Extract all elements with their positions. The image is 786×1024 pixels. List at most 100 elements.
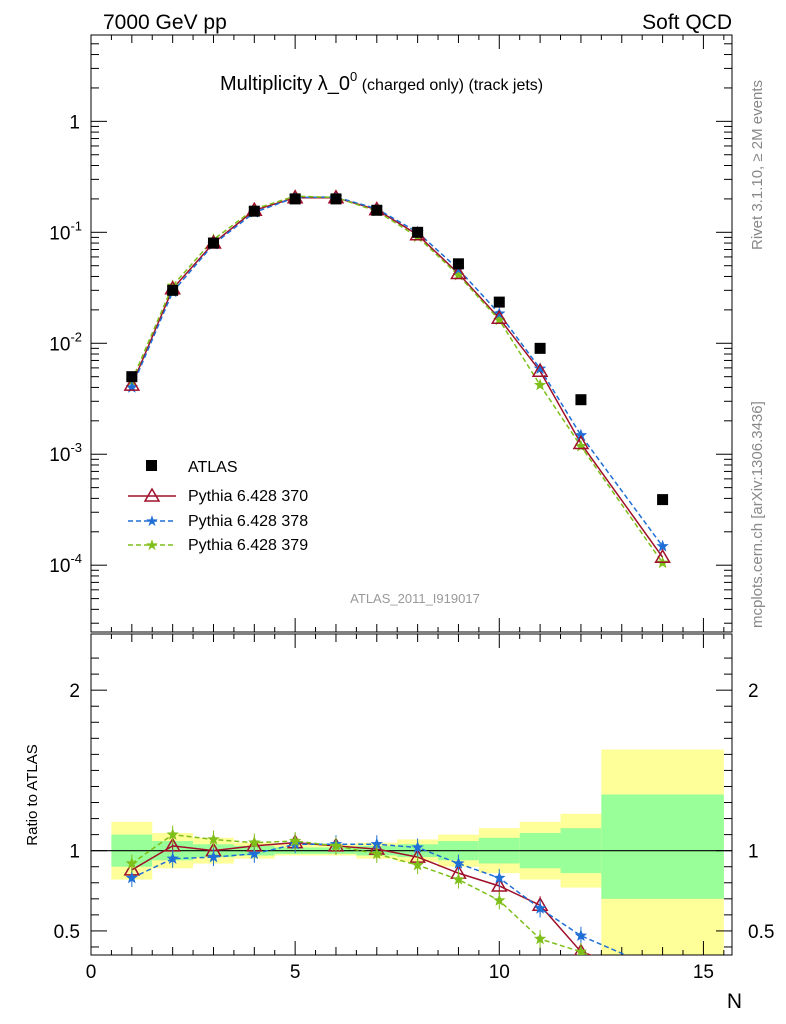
- ratio-p379-point: [411, 858, 424, 871]
- y-tick-label-exp: -2: [70, 329, 82, 344]
- y-tick-label-right: 2: [748, 681, 759, 702]
- plot-title-main: Multiplicity λ_0: [220, 73, 350, 95]
- legend-378-label: Pythia 6.428 378: [188, 513, 308, 530]
- ratio-p379-point: [329, 839, 343, 852]
- plot-title-sub: (charged only) (track jets): [357, 77, 543, 94]
- y-tick-label-exp: -1: [70, 218, 82, 233]
- y-tick-label: 0.5: [54, 922, 80, 943]
- header-left: 7000 GeV pp: [103, 11, 227, 34]
- series-line: [131, 195, 664, 564]
- y-tick-label: 10-2: [49, 329, 82, 355]
- p370-point: [572, 434, 590, 450]
- p379-point: [574, 439, 588, 452]
- legend-379-label: Pythia 6.428 379: [188, 537, 308, 554]
- y-tick-label-base: 10: [49, 223, 70, 244]
- p378-point: [493, 307, 506, 319]
- header-right: Soft QCD: [642, 11, 732, 34]
- atlas-point: [371, 204, 383, 216]
- ratio-p379-point: [533, 932, 547, 945]
- ratio-p379-point: [248, 836, 261, 848]
- p379-point: [533, 378, 547, 391]
- band-inner: [601, 794, 724, 899]
- atlas-point: [289, 193, 301, 205]
- p370-point: [654, 548, 671, 563]
- y-tick-label: 2: [69, 681, 80, 702]
- legend-378-marker: ★: [145, 513, 158, 530]
- ratio-p379-point: [125, 857, 138, 869]
- ratio-p379-point: [574, 945, 588, 955]
- p379-point: [452, 268, 465, 281]
- x-tick-label: 10: [489, 962, 510, 983]
- ratio-p379-point: [452, 873, 465, 885]
- ratio-p379-point: [289, 834, 302, 847]
- y-tick-label: 1: [69, 842, 80, 863]
- ratio-p370-point: [490, 877, 508, 892]
- p378-point: [533, 362, 547, 374]
- atlas-point: [575, 394, 587, 406]
- p370-point: [531, 362, 549, 377]
- x-tick-label: 15: [693, 962, 714, 983]
- legend-370-marker: [143, 487, 161, 502]
- side-label-top: Rivet 3.1.10, ≥ 2M events: [749, 80, 766, 250]
- p378-point: [574, 428, 588, 441]
- x-tick-label: 5: [290, 962, 301, 983]
- ratio-y-label: Ratio to ATLAS: [24, 744, 41, 845]
- p378-point: [656, 539, 669, 552]
- y-tick-label-right: 1: [748, 842, 759, 863]
- y-tick-label-right: 0.5: [748, 922, 774, 943]
- atlas-point: [207, 237, 219, 249]
- ratio-p379-point: [207, 832, 220, 845]
- y-tick-label-exp: -4: [70, 551, 82, 566]
- analysis-label: ATLAS_2011_I919017: [350, 591, 480, 606]
- ratio-p378-point: [411, 841, 424, 853]
- x-axis-label: N: [727, 990, 742, 1013]
- p379-point: [493, 313, 506, 326]
- ratio-p378-point: [370, 837, 383, 850]
- y-tick-label: 1: [69, 112, 80, 133]
- y-tick-label-exp: -3: [70, 440, 82, 455]
- atlas-point: [534, 342, 546, 354]
- y-tick-label-base: 10: [49, 445, 70, 466]
- main-series: [123, 189, 671, 569]
- ratio-p378-point: [207, 850, 220, 863]
- ratio-p379-point: [493, 893, 506, 906]
- ratio-p378-point: [533, 902, 547, 914]
- atlas-point: [452, 258, 464, 270]
- atlas-point: [248, 205, 260, 217]
- y-tick-label-base: 10: [49, 556, 70, 577]
- ratio-axes: 0.5 0.5 1 1 2 2 0 5 10 15: [54, 633, 774, 983]
- ratio-p378-point: [574, 929, 588, 941]
- ratio-p378-point: [125, 871, 138, 884]
- legend-379-marker: ★: [145, 537, 158, 554]
- ratio-p379-point: [166, 828, 179, 840]
- p370-point: [490, 309, 508, 325]
- ratio-clip-group: [123, 825, 628, 955]
- ratio-frame: [90, 633, 733, 956]
- main-axes: 10-410-310-210-11: [49, 34, 733, 633]
- y-tick-label: 10-3: [49, 440, 82, 466]
- x-tick-label: 0: [86, 962, 97, 983]
- plot-title-sup: 0: [350, 69, 357, 84]
- ratio-p378-point: [248, 847, 261, 860]
- ratio-p378-point: [452, 857, 465, 869]
- legend-atlas-label: ATLAS: [188, 459, 238, 476]
- legend-atlas-marker: [146, 460, 157, 471]
- y-tick-label: 10-4: [49, 551, 82, 577]
- ratio-p378-point: [166, 852, 179, 864]
- y-tick-label-base: 10: [49, 334, 70, 355]
- ratio-p379-point: [370, 847, 383, 860]
- atlas-point: [412, 226, 424, 238]
- p378-point: [125, 380, 138, 393]
- ratio-p378-point: [493, 871, 506, 884]
- atlas-point: [330, 193, 342, 205]
- p370-point: [450, 265, 467, 280]
- legend: ATLAS Pythia 6.428 370 ★ Pythia 6.428 37…: [128, 459, 308, 554]
- plot-title: Multiplicity λ_00 (charged only) (track …: [220, 69, 543, 95]
- atlas-point: [167, 284, 179, 296]
- ratio-series: [123, 825, 628, 955]
- side-label-bottom: mcplots.cern.ch [arXiv:1306.3436]: [749, 401, 766, 628]
- atlas-point: [126, 371, 138, 383]
- atlas-point: [657, 494, 669, 506]
- atlas-point: [493, 296, 505, 308]
